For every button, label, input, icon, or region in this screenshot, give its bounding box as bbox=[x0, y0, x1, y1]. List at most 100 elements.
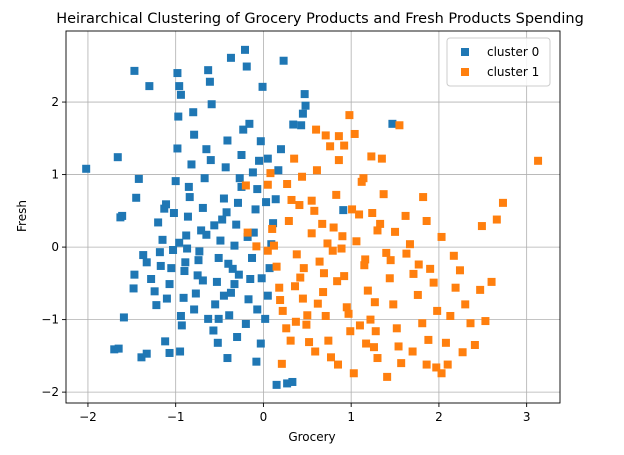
data-point bbox=[233, 198, 242, 207]
data-point bbox=[361, 255, 370, 264]
data-point bbox=[312, 166, 321, 175]
data-point bbox=[402, 249, 411, 258]
data-point bbox=[145, 82, 154, 91]
data-point bbox=[344, 309, 353, 318]
data-point bbox=[147, 275, 156, 283]
data-point bbox=[211, 300, 220, 309]
data-point bbox=[175, 82, 184, 91]
data-point bbox=[534, 156, 543, 165]
x-axis-label: Grocery bbox=[288, 430, 335, 444]
data-point bbox=[413, 290, 422, 299]
x-tick-label: −1 bbox=[167, 410, 185, 424]
data-point bbox=[268, 224, 277, 233]
data-point bbox=[371, 327, 380, 336]
data-point bbox=[251, 205, 260, 214]
data-point bbox=[169, 245, 178, 254]
data-point bbox=[455, 266, 464, 275]
data-point bbox=[248, 168, 257, 177]
data-point bbox=[334, 132, 343, 141]
data-point bbox=[437, 369, 446, 378]
legend-marker bbox=[461, 48, 469, 56]
data-point bbox=[373, 354, 382, 363]
data-point bbox=[130, 270, 139, 279]
data-point bbox=[278, 306, 287, 315]
data-point bbox=[205, 77, 214, 86]
data-point bbox=[334, 156, 343, 165]
data-point bbox=[214, 314, 223, 323]
data-point bbox=[243, 228, 252, 237]
data-point bbox=[82, 164, 91, 173]
data-point bbox=[424, 335, 433, 344]
data-point bbox=[241, 181, 250, 190]
data-point bbox=[219, 291, 228, 300]
data-point bbox=[262, 198, 271, 207]
data-point bbox=[274, 166, 283, 175]
data-point bbox=[209, 326, 218, 335]
data-point bbox=[162, 294, 171, 303]
data-point bbox=[210, 221, 219, 230]
data-point bbox=[290, 154, 299, 163]
data-point bbox=[224, 259, 233, 268]
data-point bbox=[263, 246, 272, 255]
data-point bbox=[295, 201, 304, 210]
data-point bbox=[118, 211, 127, 220]
data-point bbox=[214, 253, 223, 262]
data-point bbox=[441, 338, 450, 347]
data-point bbox=[207, 100, 216, 109]
data-point bbox=[165, 348, 174, 357]
data-point bbox=[222, 208, 231, 217]
data-point bbox=[355, 321, 364, 330]
data-point bbox=[449, 251, 458, 260]
data-point bbox=[481, 317, 490, 326]
series-0 bbox=[82, 45, 397, 389]
data-point bbox=[223, 136, 232, 145]
plot-frame bbox=[65, 30, 561, 404]
data-point bbox=[256, 339, 265, 348]
data-point bbox=[226, 53, 235, 62]
data-point bbox=[277, 359, 286, 368]
data-point bbox=[276, 296, 285, 305]
data-point bbox=[165, 280, 174, 289]
data-point bbox=[302, 320, 311, 329]
data-point bbox=[326, 353, 335, 362]
data-point bbox=[233, 333, 242, 342]
data-point bbox=[272, 262, 281, 271]
x-tick-label: 3 bbox=[523, 410, 531, 424]
data-point bbox=[173, 144, 182, 153]
data-point bbox=[137, 353, 146, 362]
data-point bbox=[237, 151, 246, 159]
data-point bbox=[130, 66, 139, 75]
data-point bbox=[379, 190, 388, 199]
data-point bbox=[234, 270, 243, 279]
y-tick-label: −2 bbox=[41, 385, 59, 399]
data-point bbox=[300, 90, 309, 99]
data-point bbox=[174, 112, 183, 121]
data-point bbox=[297, 121, 306, 130]
data-point bbox=[369, 343, 378, 352]
data-point bbox=[110, 345, 119, 354]
data-point bbox=[216, 236, 225, 245]
data-point bbox=[189, 108, 198, 117]
data-point bbox=[477, 222, 486, 231]
data-point bbox=[340, 272, 349, 281]
data-point bbox=[349, 369, 358, 378]
data-point bbox=[177, 321, 186, 330]
data-point bbox=[162, 200, 171, 209]
data-point bbox=[409, 269, 418, 278]
data-point bbox=[422, 360, 431, 369]
data-point bbox=[218, 215, 227, 224]
data-point bbox=[152, 301, 161, 310]
data-point bbox=[355, 210, 364, 219]
data-point bbox=[342, 303, 351, 312]
data-point bbox=[401, 211, 410, 220]
series-1 bbox=[241, 111, 543, 381]
y-tick-label: −1 bbox=[41, 313, 59, 327]
data-point bbox=[213, 338, 222, 347]
data-point bbox=[195, 247, 204, 256]
data-point bbox=[180, 267, 189, 276]
data-point bbox=[150, 287, 159, 296]
data-point bbox=[173, 69, 182, 78]
data-point bbox=[437, 232, 446, 241]
legend-marker bbox=[461, 68, 469, 76]
data-point bbox=[470, 340, 479, 349]
